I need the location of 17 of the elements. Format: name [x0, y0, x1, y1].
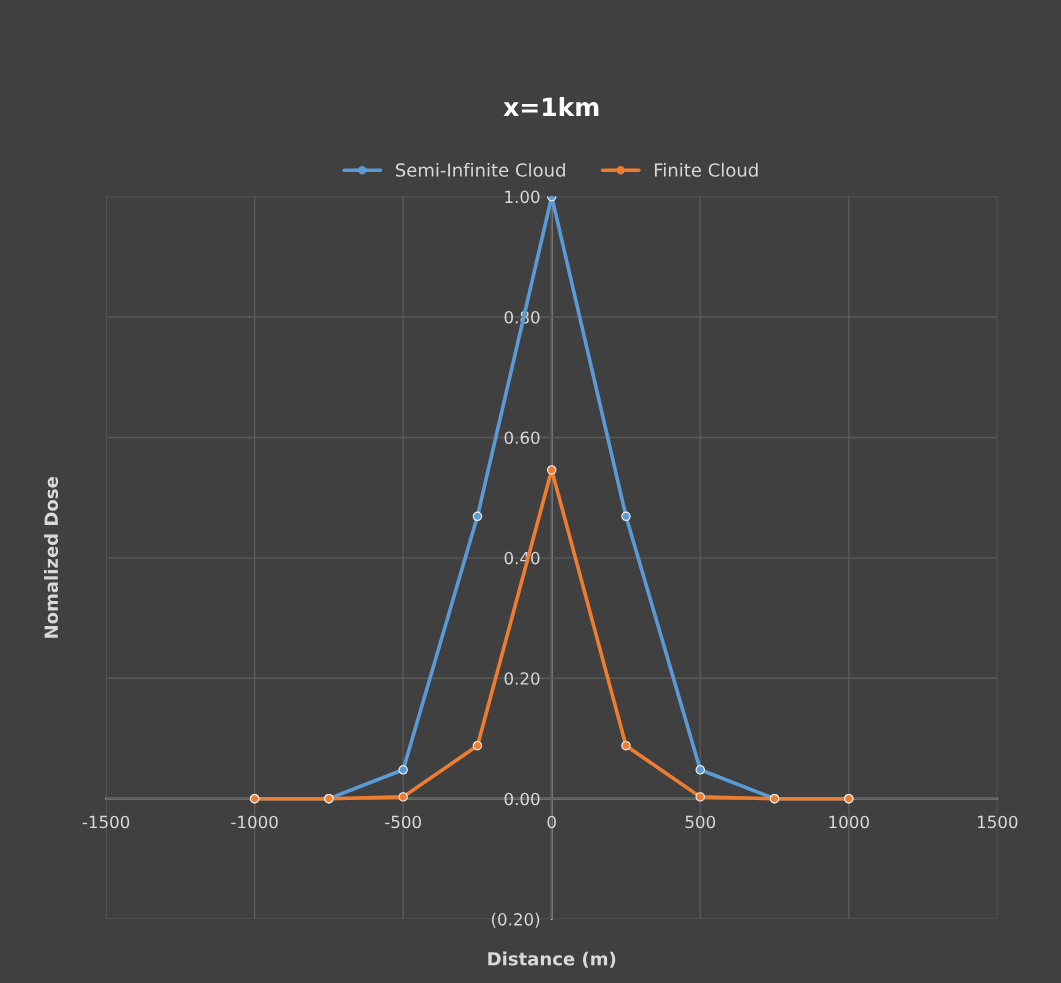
x-tick-label: -1500: [82, 815, 130, 829]
x-tick-label: 1500: [977, 815, 1018, 829]
chart-title: x=1km: [503, 97, 599, 117]
x-axis-title: Distance (m): [488, 951, 616, 968]
legend-label: Semi-Infinite Cloud: [395, 162, 565, 177]
y-tick-label: 1.00: [505, 190, 540, 204]
y-tick-label: 0.00: [504, 792, 540, 806]
y-axis-title: Nomalized Dose: [44, 477, 59, 638]
x-tick-label: 500: [685, 815, 716, 829]
y-tick-label: 0.20: [504, 672, 540, 685]
legend-label: Finite Cloud: [654, 162, 758, 177]
y-tick-label: 0.60: [504, 431, 540, 444]
x-tick-label: -1000: [231, 815, 278, 829]
x-tick-label: 1000: [829, 815, 869, 829]
y-tick-label: (0.20): [491, 912, 540, 928]
x-tick-label: -500: [385, 815, 421, 829]
x-tick-label: 0: [547, 815, 556, 829]
